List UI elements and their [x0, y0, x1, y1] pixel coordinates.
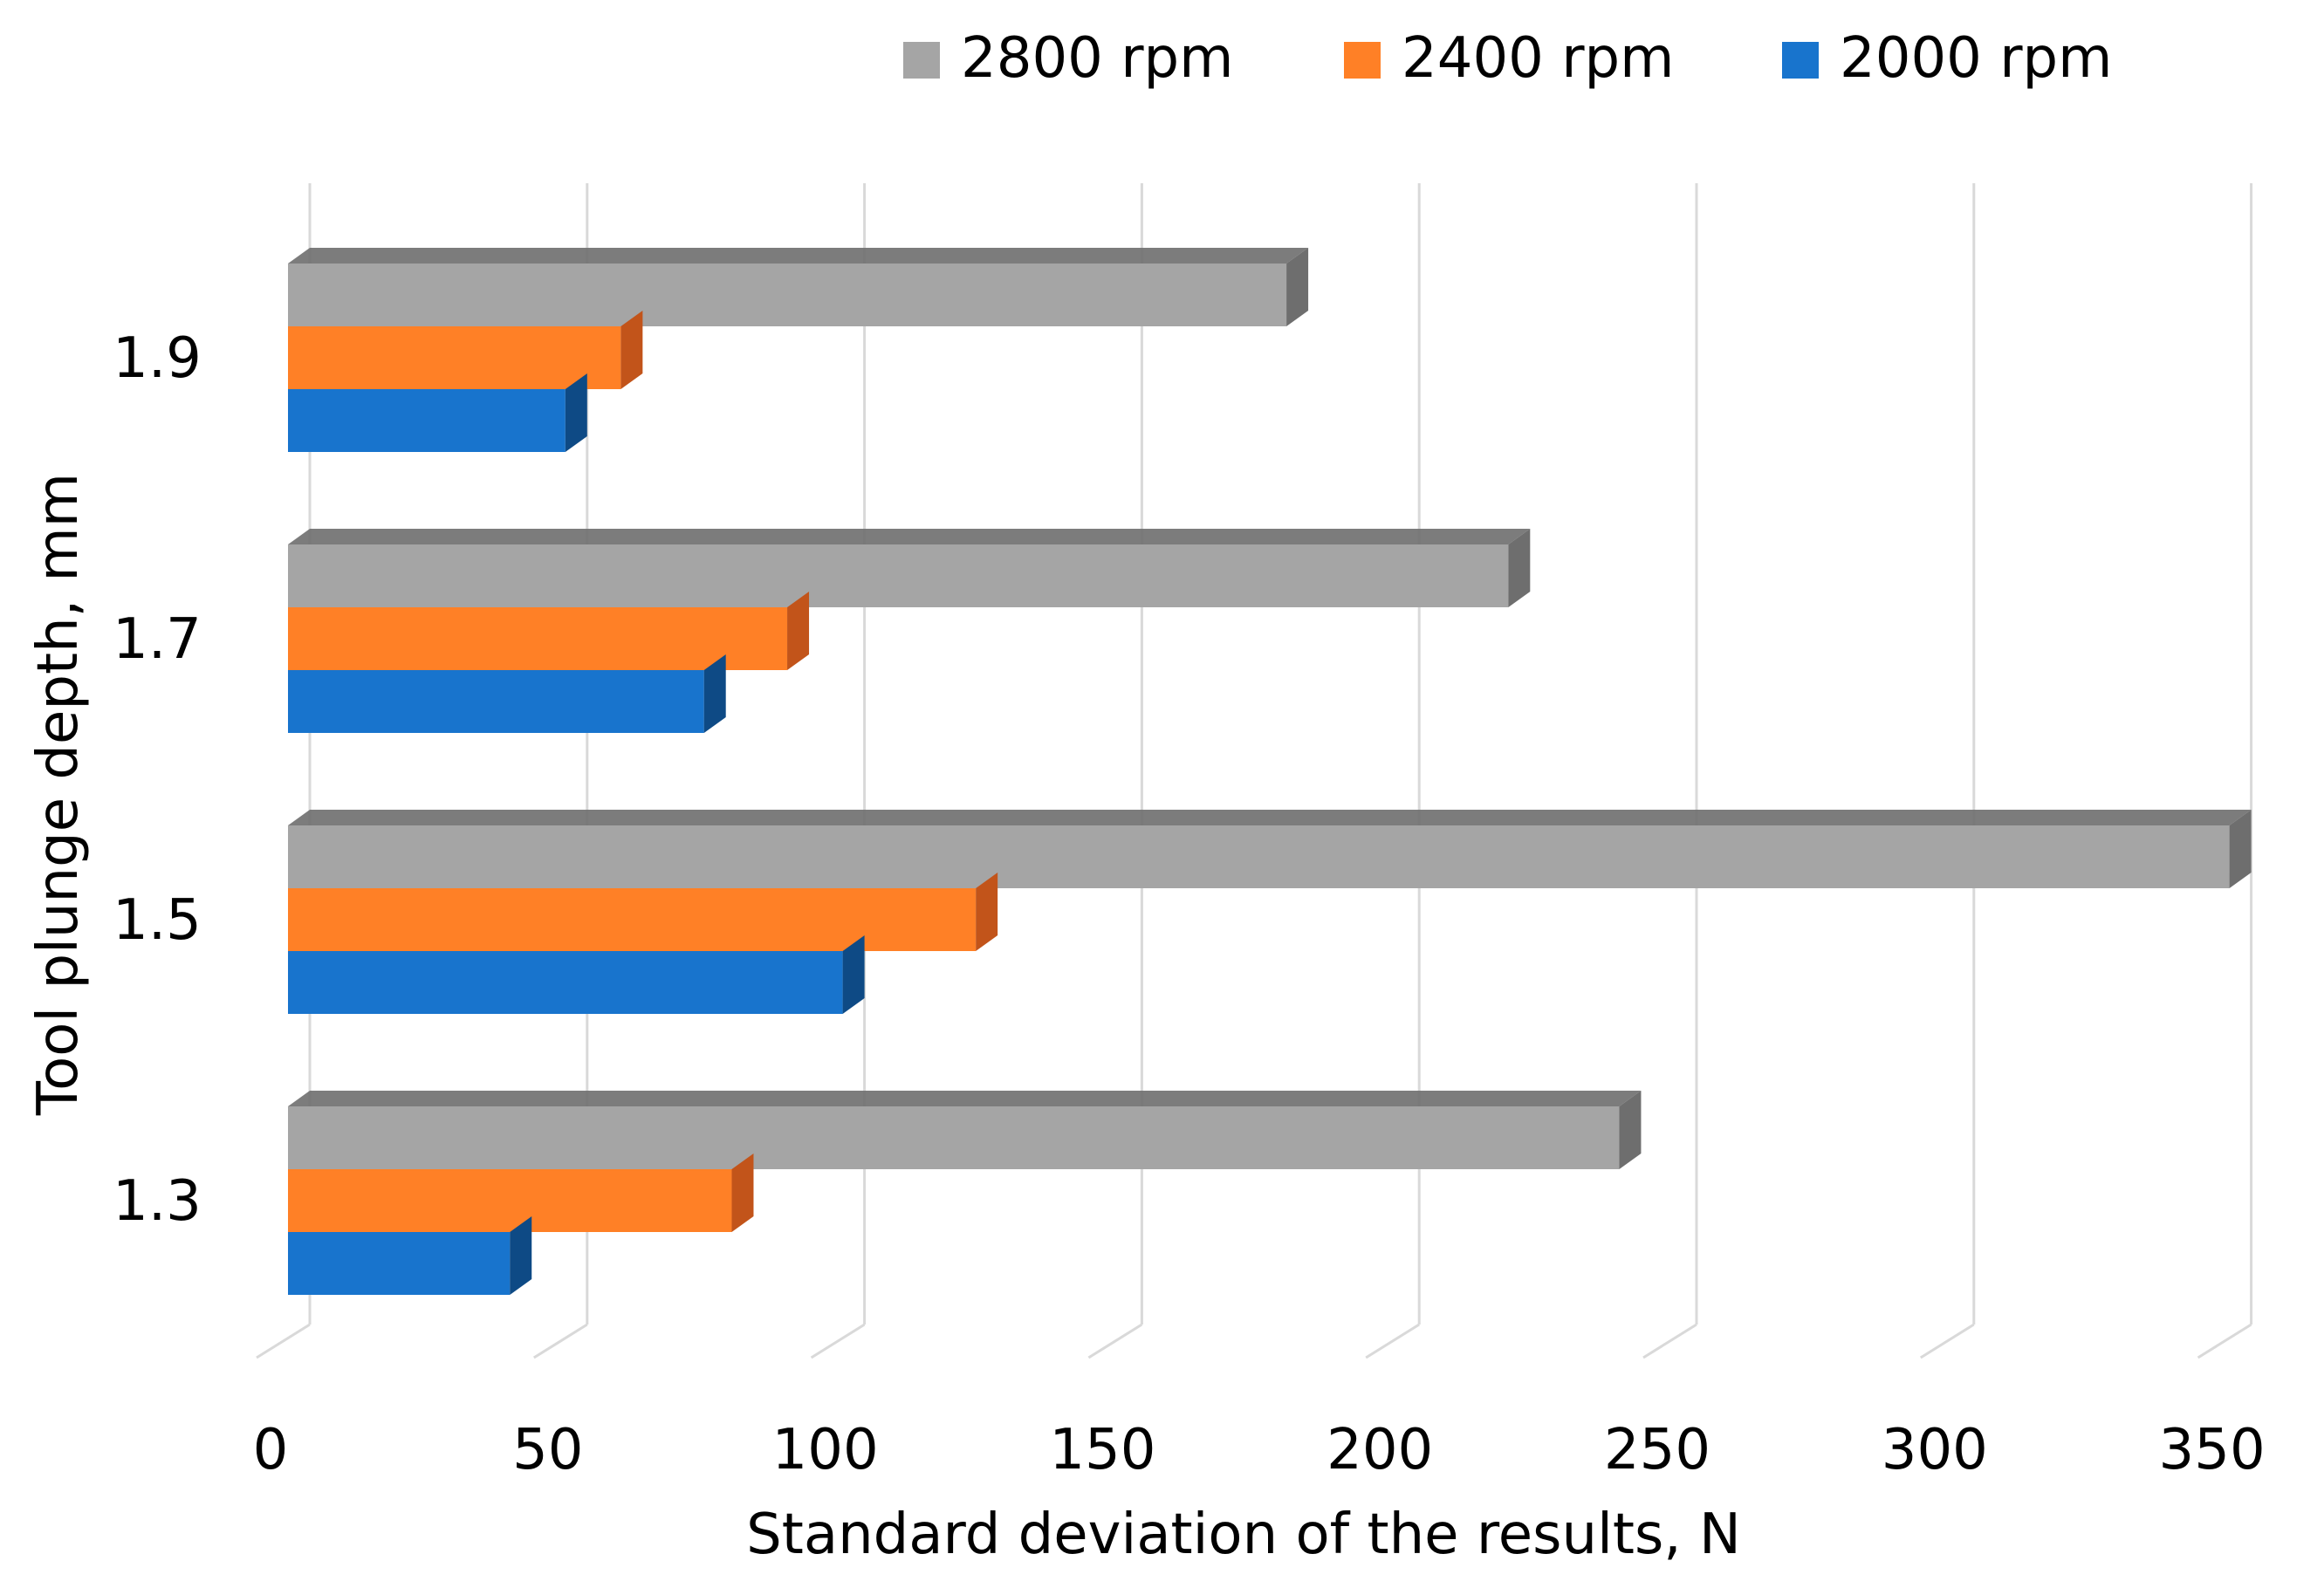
- x-tick-label: 250: [1604, 1418, 1710, 1482]
- bar-side: [620, 311, 643, 389]
- legend: 2800 rpm 2400 rpm 2000 rpm: [903, 26, 2113, 91]
- x-tick-label: 350: [2159, 1418, 2266, 1482]
- x-tick-label: 100: [772, 1418, 879, 1482]
- bar-side: [731, 1153, 754, 1232]
- bar: [288, 1153, 754, 1232]
- bar: [288, 935, 865, 1014]
- bar-side: [787, 592, 810, 670]
- bar: [288, 592, 810, 670]
- y-tick-labels: 1.3 1.5 1.7 1.9: [113, 326, 202, 1234]
- bar-side: [1619, 1091, 1642, 1169]
- bar-front: [288, 607, 788, 670]
- bar-side: [2229, 810, 2252, 888]
- legend-item: 2800 rpm: [903, 26, 1234, 91]
- legend-label: 2800 rpm: [961, 26, 1234, 91]
- bar-top: [288, 248, 1309, 264]
- y-tick-label: 1.9: [113, 326, 202, 391]
- legend-swatch: [903, 42, 940, 79]
- bar-side: [565, 373, 587, 452]
- legend-item: 2400 rpm: [1344, 26, 1675, 91]
- bar: [288, 529, 1531, 607]
- bar-side: [1508, 529, 1531, 607]
- bar: [288, 1091, 1642, 1169]
- y-tick-label: 1.7: [113, 607, 202, 672]
- y-tick-label: 1.5: [113, 888, 202, 953]
- y-tick-label: 1.3: [113, 1169, 202, 1234]
- x-axis-title: Standard deviation of the results, N: [746, 1503, 1741, 1567]
- bar: [288, 311, 643, 389]
- bar: [288, 248, 1309, 326]
- x-tick-labels: 0 50 100 150 200 250 300 350: [253, 1418, 2266, 1482]
- bar-front: [288, 326, 621, 389]
- bar-front: [288, 264, 1287, 326]
- bar: [288, 654, 726, 733]
- x-tick-label: 0: [253, 1418, 289, 1482]
- x-tick-label: 150: [1049, 1418, 1155, 1482]
- bar-front: [288, 888, 977, 951]
- x-tick-label: 200: [1327, 1418, 1433, 1482]
- bar-side: [510, 1216, 532, 1295]
- bar-front: [288, 825, 2230, 888]
- legend-label: 2400 rpm: [1402, 26, 1675, 91]
- y-axis-title: Tool plunge depth, mm: [26, 473, 91, 1116]
- bar-front: [288, 670, 704, 733]
- gridline-floor: [256, 1323, 311, 1359]
- gridline-floor: [533, 1323, 588, 1359]
- legend-swatch: [1782, 42, 1819, 79]
- bar-front: [288, 1106, 1620, 1169]
- bar: [288, 373, 587, 452]
- x-tick-label: 50: [512, 1418, 583, 1482]
- bars: [288, 248, 2252, 1295]
- gridline-floor: [810, 1323, 866, 1359]
- bar-top: [288, 1091, 1642, 1106]
- bar-front: [288, 544, 1509, 607]
- gridline-floor: [1642, 1323, 1697, 1359]
- bar: [288, 1216, 532, 1295]
- gridline-floor: [2197, 1323, 2252, 1359]
- bar-front: [288, 389, 566, 452]
- legend-label: 2000 rpm: [1840, 26, 2113, 91]
- bar-side: [1286, 248, 1309, 326]
- bar: [288, 810, 2252, 888]
- x-tick-label: 300: [1882, 1418, 1988, 1482]
- bar-front: [288, 1232, 511, 1295]
- bar-side: [703, 654, 726, 733]
- gridline-floor: [1920, 1323, 1975, 1359]
- bar-front: [288, 1169, 732, 1232]
- bar-front: [288, 951, 843, 1014]
- bar-side: [976, 873, 998, 951]
- bar-side: [842, 935, 865, 1014]
- gridline-floor: [1365, 1323, 1420, 1359]
- bar-top: [288, 810, 2252, 825]
- legend-swatch: [1344, 42, 1381, 79]
- bar-top: [288, 529, 1531, 544]
- gridline-floor: [1087, 1323, 1143, 1359]
- legend-item: 2000 rpm: [1782, 26, 2113, 91]
